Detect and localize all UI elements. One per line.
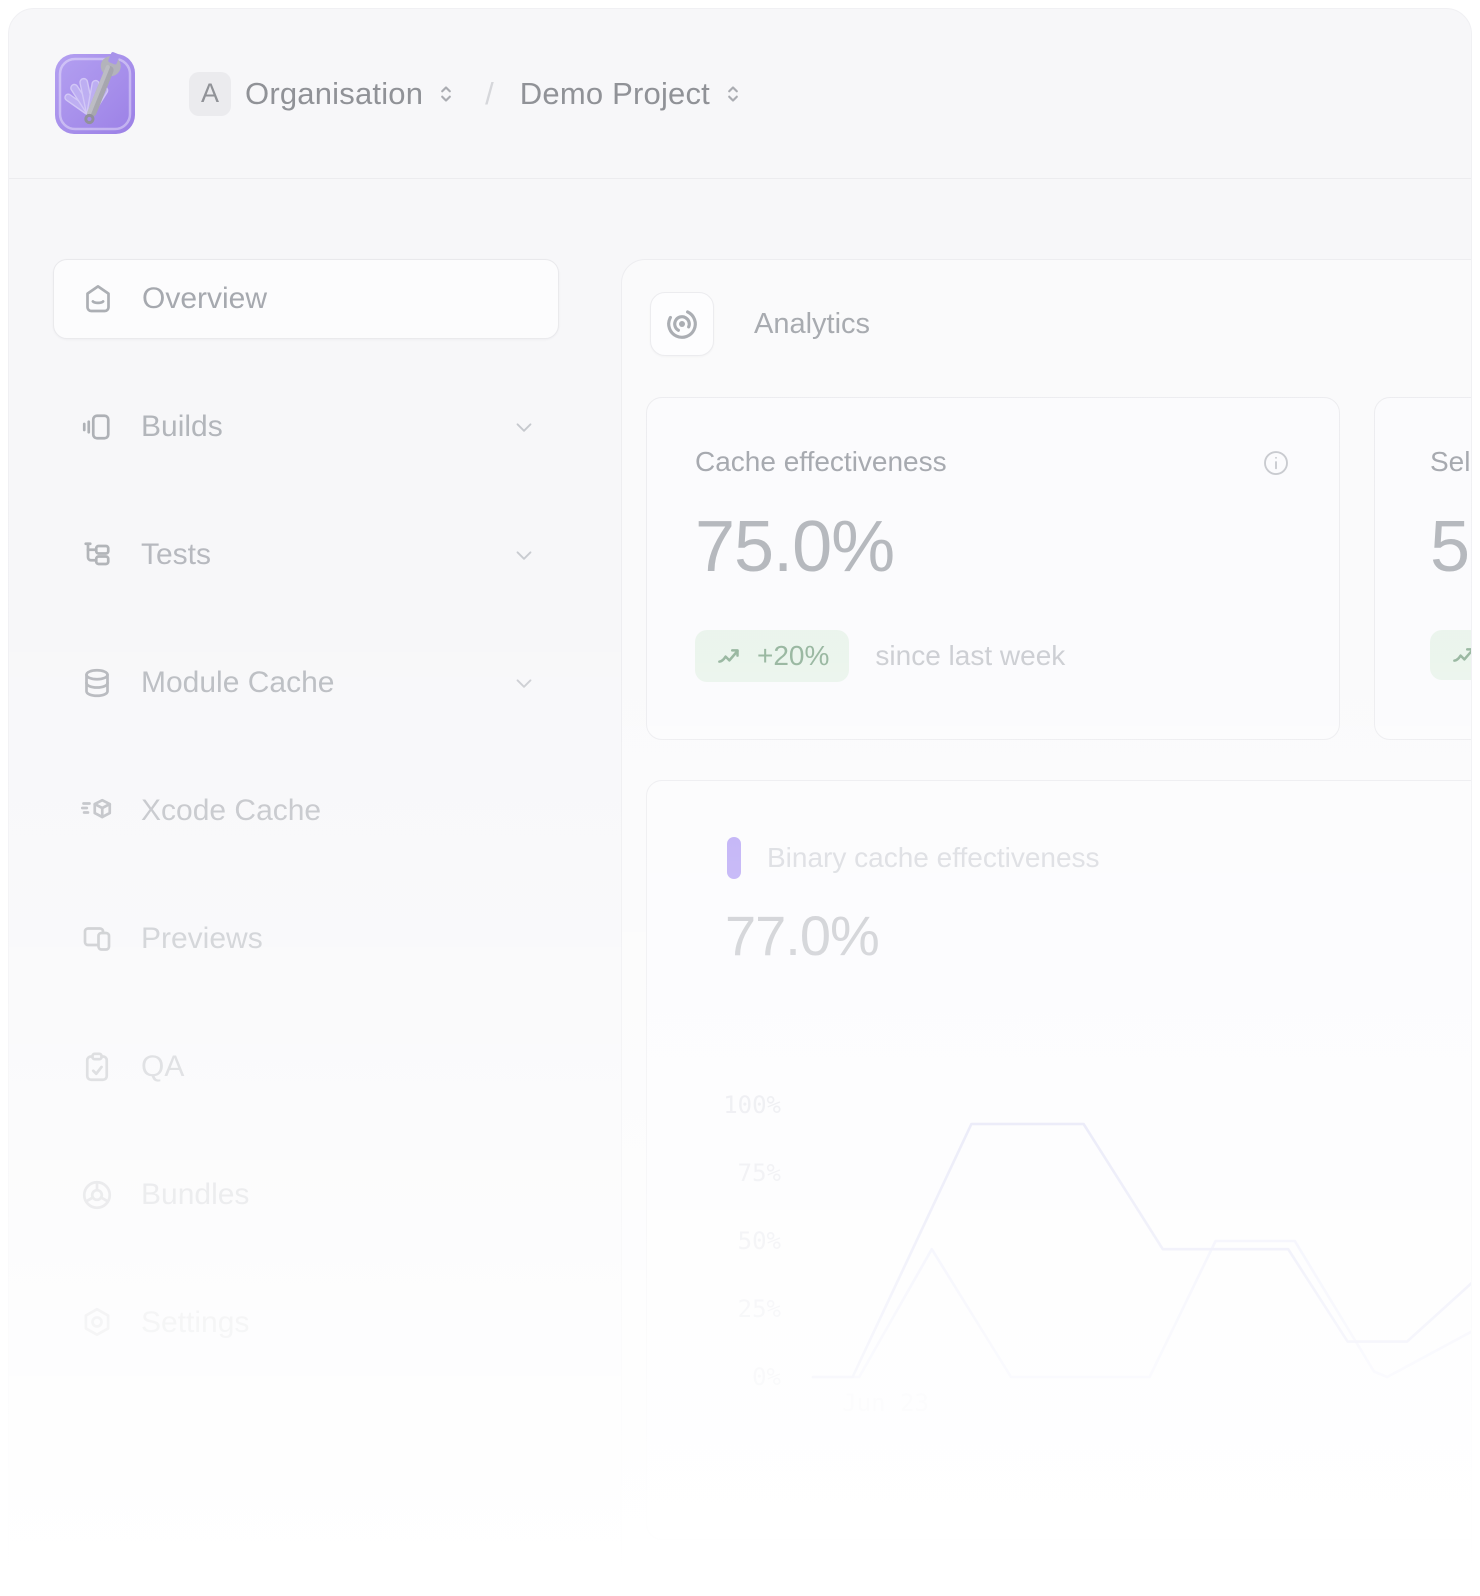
sidebar-item-tests[interactable]: Tests [53,515,559,595]
sidebar-item-qa[interactable]: QA [53,1027,559,1107]
chart-legend: Binary cache effectiveness [727,837,1100,879]
chevron-down-icon[interactable] [511,670,537,696]
trending-up-icon [1453,648,1471,662]
clipboard-check-icon [85,1052,109,1082]
cache-effectiveness-value: 75.0% [695,507,895,587]
delta-badge: +20% [695,630,850,682]
analytics-disc-icon [667,309,697,339]
card-title-partial: Sel [1430,446,1471,477]
svg-text:50%: 50% [738,1227,782,1255]
binary-cache-chart-card: Binary cache effectiveness 77.0% 0% 25% 50… [646,780,1471,1540]
binary-cache-value: 77.0% [725,904,880,967]
database-icon [85,668,109,698]
chevron-down-icon[interactable] [511,414,537,440]
sidebar: Overview Builds Tests [53,259,559,1411]
org-avatar: A [189,71,231,116]
chevron-down-icon[interactable] [511,542,537,568]
main-panel: Analytics Cache effectiveness 75.0% [621,259,1471,1595]
sidebar-item-label: Previews [141,922,263,955]
sidebar-item-overview[interactable]: Overview [53,259,559,339]
sidebar-item-previews[interactable]: Previews [53,899,559,979]
sidebar-item-bundles[interactable]: Bundles [53,1155,559,1235]
legend-color-pill [727,837,741,879]
breadcrumb-separator: / [485,75,494,111]
project-switcher[interactable]: Demo Project [520,76,746,112]
previews-icon [83,927,111,951]
svg-text:25%: 25% [738,1295,782,1323]
sidebar-item-label: Builds [141,410,223,443]
sidebar-item-label: Overview [142,282,268,315]
chevron-updown-icon [728,85,738,102]
sidebar-item-label: Settings [141,1306,250,1339]
effectiveness-line-chart: 0% 25% 50% 75% 100% Jun 23 [723,1091,1471,1417]
organisation-name: Organisation [245,75,424,111]
bundles-icon [82,1180,112,1210]
fast-cube-icon [80,798,112,819]
trending-up-icon [718,649,739,663]
delta-caption: since last week [875,640,1066,671]
cache-effectiveness-card: Cache effectiveness 75.0% +20% since las… [646,397,1340,740]
sidebar-item-label: QA [141,1050,185,1083]
home-icon [86,285,110,313]
svg-text:75%: 75% [738,1159,782,1187]
chevron-updown-icon [441,85,452,102]
top-header: A Organisation / Demo Project [9,9,1471,179]
sidebar-item-settings[interactable]: Settings [53,1283,559,1363]
analytics-header: Analytics [650,292,870,356]
sidebar-item-label: Tests [141,538,212,571]
sidebar-item-module-cache[interactable]: Module Cache [53,643,559,723]
partial-metric-value: 5 [1430,507,1470,587]
app-window: A Organisation / Demo Project [8,8,1472,1596]
sidebar-item-label: Xcode Cache [141,794,322,827]
organisation-switcher[interactable]: Organisation [245,76,459,112]
tuist-logo-icon [55,51,135,134]
info-icon[interactable] [1261,448,1291,478]
breadcrumb: A Organisation / Demo Project [189,71,746,116]
project-name: Demo Project [519,75,710,111]
chart-area: 0% 25% 50% 75% 100% Jun 23 [703,1065,1471,1417]
legend-label: Binary cache effectiveness [767,842,1100,873]
section-title: Analytics [754,307,871,340]
svg-text:0%: 0% [752,1363,781,1391]
tests-tree-icon [84,542,110,566]
delta-badge [1430,630,1471,680]
svg-text:Jun 23: Jun 23 [842,1389,929,1417]
sidebar-item-builds[interactable]: Builds [53,387,559,467]
sidebar-item-label: Module Cache [141,666,335,699]
partial-metric-card: Sel 5 [1374,397,1471,740]
card-title: Cache effectiveness [695,446,947,477]
delta-value: +20% [757,640,830,671]
settings-icon [84,1307,110,1337]
svg-text:100%: 100% [723,1091,781,1119]
sidebar-item-xcode-cache[interactable]: Xcode Cache [53,771,559,851]
builds-icon [82,414,110,440]
analytics-icon-button[interactable] [650,292,714,356]
sidebar-item-label: Bundles [141,1178,250,1211]
